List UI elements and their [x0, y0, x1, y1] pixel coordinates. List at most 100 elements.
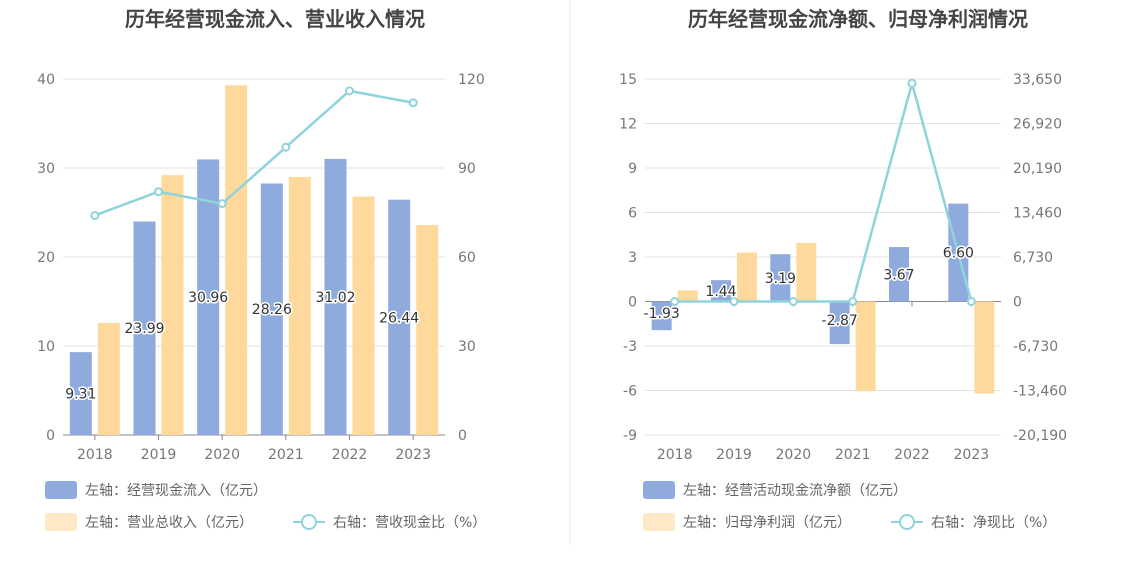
- x-tick-label: 2019: [141, 447, 177, 463]
- x-tick-label: 2020: [776, 447, 812, 463]
- y-left-tick-label: 40: [37, 72, 55, 88]
- y-right-tick-label: 0: [458, 428, 467, 444]
- bar-data-label: 28.26: [252, 302, 292, 318]
- bar-data-label: -1.93: [644, 306, 680, 322]
- x-tick-label: 2023: [954, 447, 990, 463]
- y-right-tick-label: -20,190: [1013, 428, 1067, 444]
- bar-series-2: [97, 322, 120, 435]
- x-tick-label: 2020: [204, 447, 240, 463]
- bar-data-label: 1.44: [705, 284, 736, 300]
- line-point: [281, 142, 291, 152]
- y-left-tick-label: 9: [628, 161, 637, 177]
- bar-series-1: [829, 301, 850, 345]
- y-left-tick-label: 6: [628, 206, 637, 222]
- line-series: [94, 89, 414, 217]
- bar-data-label: 3.67: [883, 267, 914, 283]
- y-right-tick-label: 33,650: [1013, 72, 1062, 88]
- y-left-tick-label: 0: [46, 428, 55, 444]
- line-point: [788, 297, 798, 306]
- y-right-tick-label: 60: [458, 250, 476, 266]
- x-tick-label: 2018: [657, 447, 693, 463]
- line-point: [408, 98, 418, 108]
- y-right-tick-label: -6,730: [1013, 339, 1058, 355]
- y-left-tick-label: -6: [623, 384, 637, 400]
- bar-series-1: [197, 159, 220, 435]
- y-left-tick-label: -3: [623, 339, 637, 355]
- bar-data-label: -2.87: [822, 313, 858, 329]
- y-right-tick-label: 26,920: [1013, 117, 1062, 133]
- bar-data-label: 23.99: [124, 321, 164, 337]
- legend-label: 左轴：营业总收入（亿元）: [85, 515, 253, 531]
- bar-series-2: [737, 252, 757, 302]
- bar-series-2: [225, 85, 248, 435]
- x-tick-label: 2023: [395, 447, 431, 463]
- line-point: [966, 297, 976, 306]
- x-tick-label: 2019: [716, 447, 752, 463]
- legend-swatch-bar-2: [45, 513, 77, 531]
- chart-title: 历年经营现金流净额、归母净利润情况: [688, 7, 1028, 31]
- line-point: [154, 187, 163, 197]
- y-left-tick-label: 30: [37, 161, 55, 177]
- cash-inflow-revenue-chart: 历年经营现金流入、营业收入情况 0 10 20 30 40 0 30 60 90 120 2018 20…: [37, 7, 486, 531]
- y-right-tick-label: 0: [1013, 295, 1022, 311]
- bar-data-label: 6.60: [943, 246, 974, 262]
- bar-series-1: [651, 301, 672, 331]
- y-left-tick-label: 12: [619, 117, 637, 133]
- legend-swatch-bar-1: [45, 481, 77, 499]
- legend-swatch-bar-1: [643, 481, 675, 499]
- bar-data-label: 3.19: [765, 271, 796, 287]
- x-tick-label: 2021: [268, 447, 304, 463]
- bar-series-2: [416, 224, 439, 435]
- bar-series-1: [388, 199, 411, 435]
- bar-series-2: [352, 196, 375, 435]
- y-right-tick-label: 30: [458, 339, 476, 355]
- x-tick-label: 2022: [332, 447, 368, 463]
- bar-series-1: [324, 158, 347, 435]
- bar-series-2: [161, 175, 184, 435]
- bar-series-1: [711, 280, 731, 302]
- bar-series-2: [796, 242, 817, 302]
- y-right-tick-label: 120: [458, 72, 485, 88]
- y-left-tick-label: 15: [619, 72, 637, 88]
- line-point: [670, 297, 680, 306]
- legend-label: 左轴：经营现金流入（亿元）: [85, 483, 267, 499]
- bar-series-1: [69, 352, 92, 435]
- bar-data-label: 26.44: [379, 310, 419, 326]
- line-point: [345, 86, 354, 96]
- x-tick-label: 2021: [835, 447, 871, 463]
- bar-series-1: [260, 183, 283, 435]
- bar-series-1: [770, 254, 791, 302]
- y-right-tick-label: 13,460: [1013, 206, 1062, 222]
- y-right-tick-label: 90: [458, 161, 476, 177]
- y-left-tick-label: 0: [628, 295, 637, 311]
- y-right-tick-label: 20,190: [1013, 161, 1062, 177]
- y-left-tick-label: 3: [628, 250, 637, 266]
- y-left-tick-label: 10: [37, 339, 55, 355]
- legend-label: 右轴：营收现金比（%）: [333, 515, 486, 531]
- y-left-tick-label: -9: [623, 428, 637, 444]
- bar-series-2: [677, 290, 698, 302]
- bar-series-2: [288, 176, 311, 435]
- line-point: [729, 297, 739, 306]
- bar-series-2: [974, 301, 995, 394]
- x-tick-label: 2022: [894, 447, 930, 463]
- bar-series-2: [855, 301, 876, 392]
- line-point: [217, 199, 227, 209]
- line-point: [90, 210, 100, 220]
- legend-swatch-bar-2: [643, 513, 675, 531]
- legend-swatch-marker: [301, 514, 317, 530]
- line-series: [674, 82, 973, 303]
- legend-label: 左轴：归母净利润（亿元）: [683, 514, 851, 531]
- bar-data-label: 31.02: [315, 290, 355, 306]
- y-left-tick-label: 20: [37, 250, 55, 266]
- chart-title: 历年经营现金流入、营业收入情况: [125, 7, 425, 31]
- line-point: [848, 297, 858, 306]
- legend-label: 左轴：经营活动现金流净额（亿元）: [683, 483, 907, 499]
- bar-series-1: [133, 221, 156, 435]
- line-point: [907, 78, 917, 88]
- legend-label: 右轴：净现比（%）: [931, 515, 1056, 531]
- x-tick-label: 2018: [77, 447, 113, 463]
- bar-data-label: 9.31: [65, 387, 96, 403]
- net-cashflow-profit-chart: 历年经营现金流净额、归母净利润情况 -9 -6 -3 0 3 6 9 12 15 -20,190 -1…: [619, 7, 1067, 531]
